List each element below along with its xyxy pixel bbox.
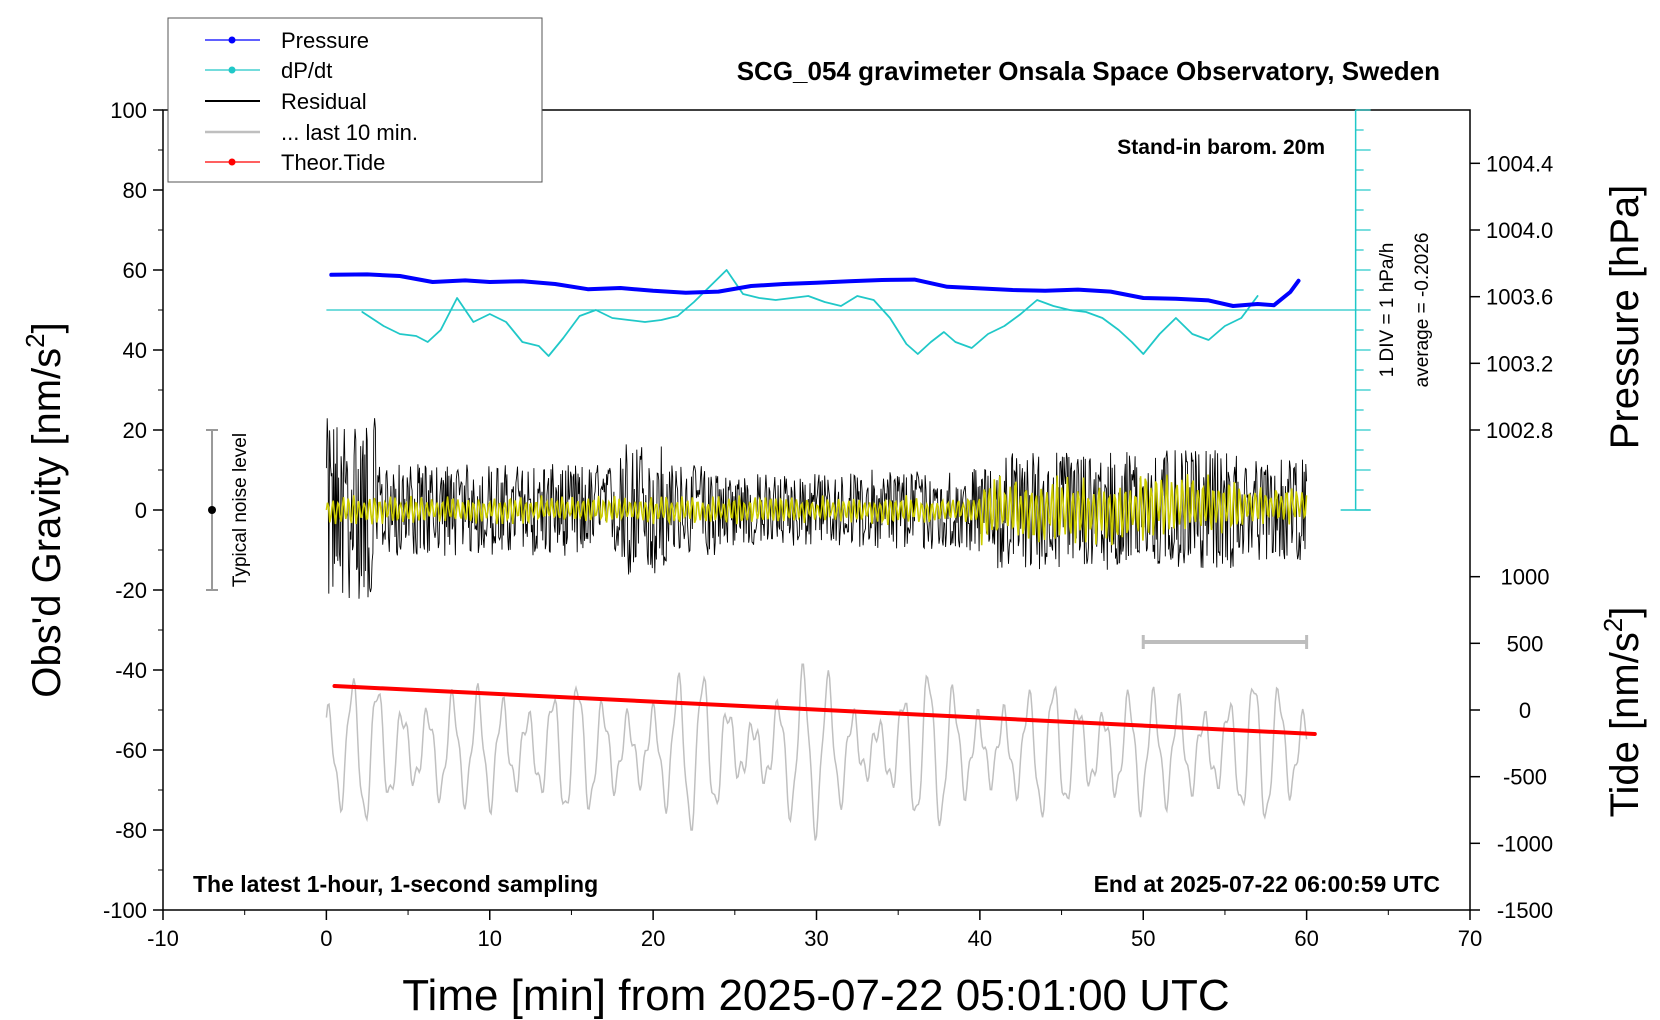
pressure-tick-label: 1003.2 bbox=[1486, 351, 1553, 376]
x-axis-label: Time [min] from 2025-07-22 05:01:00 UTC bbox=[402, 971, 1229, 1020]
barometer-note: Stand-in barom. 20m bbox=[1117, 136, 1325, 159]
y-axis-gravity: -100 -80 -60 -40 -20 0 20 40 60 80 100 bbox=[103, 98, 163, 923]
legend-item-residual: Residual bbox=[205, 89, 367, 114]
residual-series bbox=[325, 418, 1308, 599]
tide-tick-label: -500 bbox=[1503, 765, 1547, 790]
x-tick-label: 0 bbox=[320, 926, 332, 951]
x-tick-label: 40 bbox=[968, 926, 992, 951]
tide-tick-label: 0 bbox=[1519, 698, 1531, 723]
tide-line bbox=[332, 684, 1317, 736]
chart-title: SCG_054 gravimeter Onsala Space Observat… bbox=[737, 56, 1440, 86]
legend-label-residual: Residual bbox=[281, 89, 367, 114]
y-tick-label: -40 bbox=[115, 658, 147, 683]
noise-level-bar bbox=[206, 429, 219, 591]
x-tick-label: 30 bbox=[804, 926, 828, 951]
y-tick-label: 0 bbox=[135, 498, 147, 523]
x-tick-label: -10 bbox=[147, 926, 179, 951]
y-axis-tide: -1500 -1000 -500 0 500 1000 bbox=[1470, 565, 1553, 923]
x-tick-label: 20 bbox=[641, 926, 665, 951]
legend-item-last10: ... last 10 min. bbox=[205, 120, 418, 145]
tide-tick-label: -1000 bbox=[1497, 831, 1553, 856]
y-tick-label: 100 bbox=[110, 98, 147, 123]
x-axis: -10 0 10 20 30 40 50 60 70 bbox=[147, 910, 1482, 951]
x-tick-label: 10 bbox=[478, 926, 502, 951]
dpdt-series bbox=[361, 269, 1259, 357]
noise-bar-center bbox=[208, 506, 217, 514]
tide-series bbox=[332, 684, 1317, 736]
tide-tick-label: -1500 bbox=[1497, 898, 1553, 923]
x-tick-label: 70 bbox=[1458, 926, 1482, 951]
y3-axis-label: Tide [nm/s2] bbox=[1598, 607, 1647, 818]
y-axis-label: Obs'd Gravity [nm/s2] bbox=[20, 322, 69, 698]
footer-left-note: The latest 1-hour, 1-second sampling bbox=[193, 871, 598, 897]
x-tick-label: 50 bbox=[1131, 926, 1155, 951]
y-tick-label: 60 bbox=[123, 258, 147, 283]
legend-marker-pressure bbox=[228, 36, 236, 44]
legend-label-last10: ... last 10 min. bbox=[281, 120, 418, 145]
last-10-min-series bbox=[325, 663, 1308, 841]
pressure-tick-label: 1002.8 bbox=[1486, 418, 1553, 443]
tide-tick-label: 1000 bbox=[1501, 565, 1550, 590]
y-tick-label: -100 bbox=[103, 898, 147, 923]
tide-tick-label: 500 bbox=[1507, 631, 1544, 656]
legend-item-dpdt: dP/dt bbox=[205, 58, 332, 83]
legend-label-dpdt: dP/dt bbox=[281, 58, 332, 83]
y-tick-label: -80 bbox=[115, 818, 147, 843]
last10-line bbox=[325, 663, 1308, 841]
dpdt-scale-axis bbox=[326, 109, 1371, 511]
dpdt-average-label: average = -0.2026 bbox=[1412, 233, 1433, 388]
pressure-tick-label: 1004.0 bbox=[1486, 218, 1553, 243]
pressure-line bbox=[329, 272, 1301, 308]
noise-level-label: Typical noise level bbox=[230, 433, 251, 587]
legend-item-pressure: Pressure bbox=[205, 28, 369, 53]
dpdt-scale-label: 1 DIV = 1 hPa/h bbox=[1377, 243, 1398, 378]
y-tick-label: 20 bbox=[123, 418, 147, 443]
legend-label-tide: Theor.Tide bbox=[281, 150, 385, 175]
pressure-tick-label: 1003.6 bbox=[1486, 285, 1553, 310]
y-tick-label: -20 bbox=[115, 578, 147, 603]
legend-marker-tide bbox=[228, 158, 236, 166]
legend: Pressure dP/dt Residual ... last 10 min.… bbox=[167, 17, 543, 183]
residual-smooth-line bbox=[325, 474, 1308, 546]
residual-smoothed-series bbox=[325, 474, 1308, 546]
legend-label-pressure: Pressure bbox=[281, 28, 369, 53]
y-tick-label: -60 bbox=[115, 738, 147, 763]
dpdt-line bbox=[361, 269, 1259, 357]
legend-item-tide: Theor.Tide bbox=[205, 150, 385, 175]
y-tick-label: 40 bbox=[123, 338, 147, 363]
legend-marker-dpdt bbox=[228, 66, 236, 74]
footer-right-note: End at 2025-07-22 06:00:59 UTC bbox=[1094, 871, 1440, 897]
y2-axis-label: Pressure [hPa] bbox=[1603, 185, 1647, 450]
pressure-series bbox=[329, 272, 1301, 308]
ten-minute-scale-bar bbox=[1141, 635, 1309, 649]
y-tick-label: 80 bbox=[123, 178, 147, 203]
residual-line bbox=[325, 418, 1308, 599]
y-axis-pressure: 1002.8 1003.2 1003.6 1004.0 1004.4 bbox=[1470, 151, 1553, 443]
pressure-tick-label: 1004.4 bbox=[1486, 151, 1553, 176]
x-tick-label: 60 bbox=[1294, 926, 1318, 951]
